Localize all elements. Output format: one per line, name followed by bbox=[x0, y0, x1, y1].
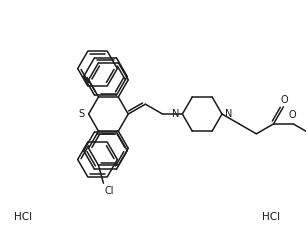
Text: Cl: Cl bbox=[104, 186, 114, 196]
Text: S: S bbox=[79, 109, 85, 119]
Text: N: N bbox=[172, 109, 179, 119]
Text: N: N bbox=[225, 109, 232, 119]
Text: HCl: HCl bbox=[262, 212, 280, 222]
Text: HCl: HCl bbox=[14, 212, 32, 222]
Text: O: O bbox=[281, 95, 288, 105]
Text: O: O bbox=[289, 110, 296, 120]
